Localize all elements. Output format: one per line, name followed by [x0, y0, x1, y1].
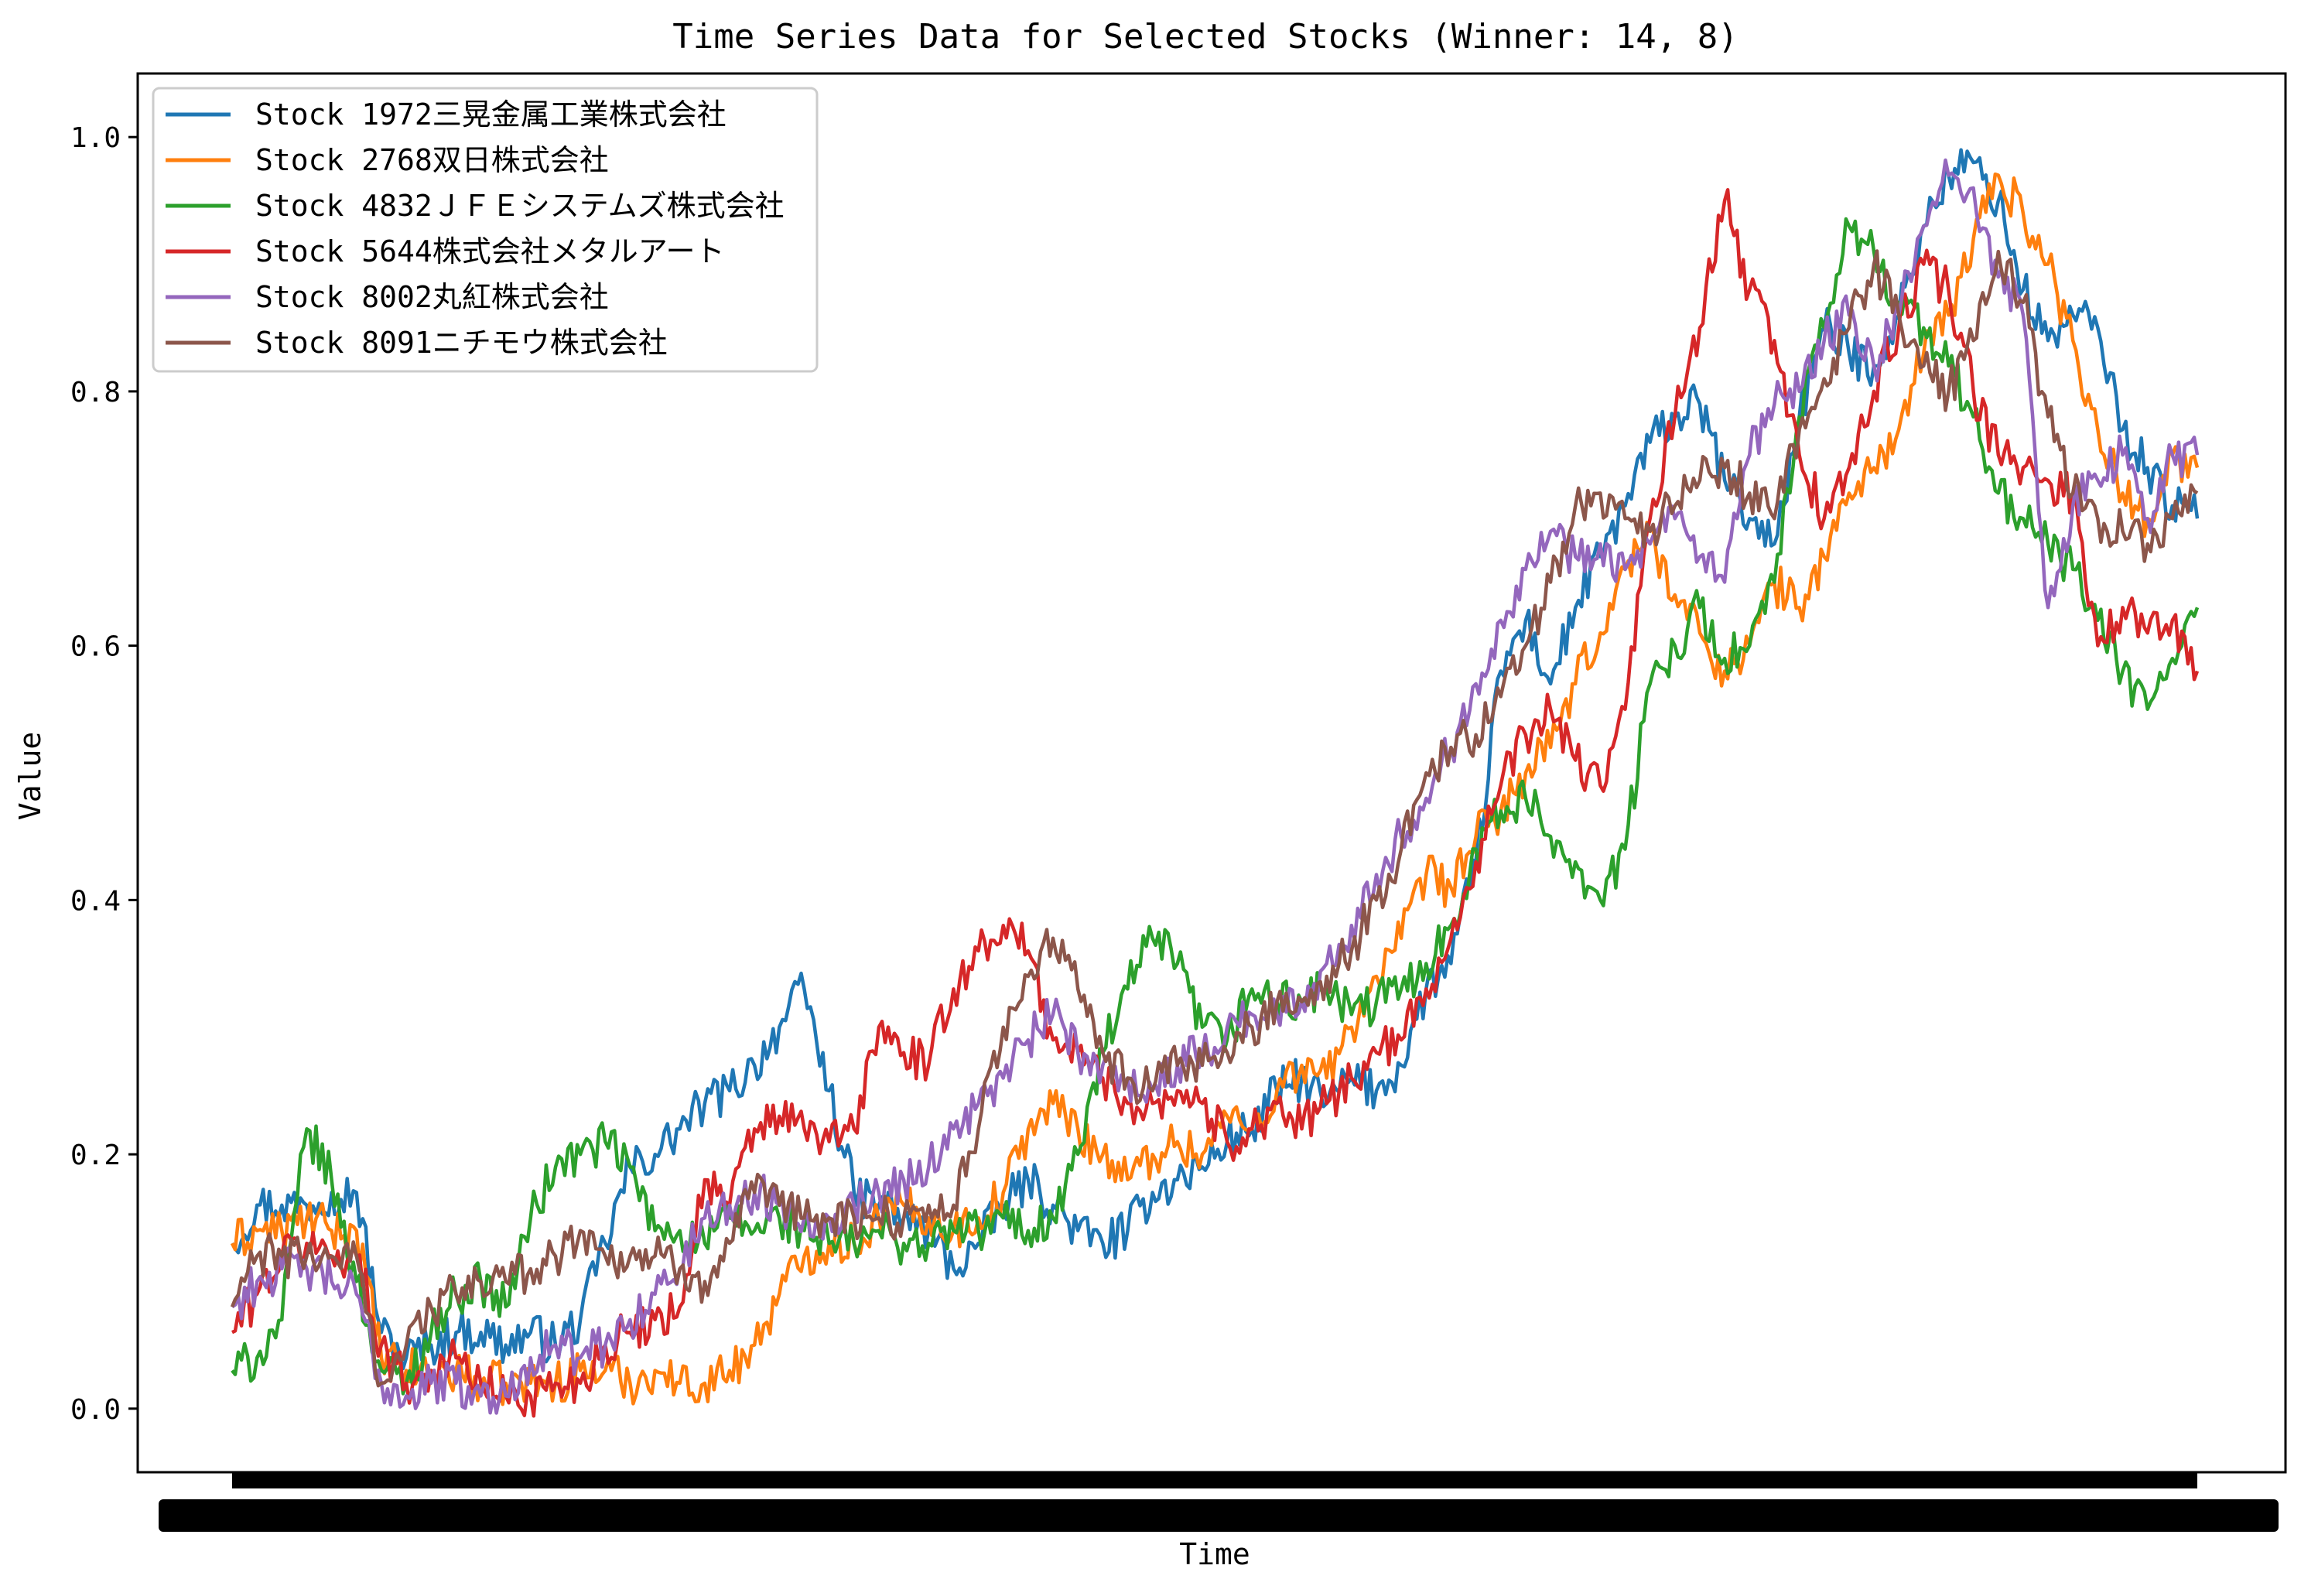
- y-tick-label: 0.8: [70, 377, 121, 408]
- legend-label-3: Stock 4832ＪＦＥシステムズ株式会社: [255, 189, 785, 223]
- legend-label-2: Stock 2768双日株式会社: [255, 143, 609, 177]
- x-tick-marks-band: [232, 1471, 2197, 1488]
- legend-label-4: Stock 5644株式会社メタルアート: [255, 234, 725, 268]
- legend-label-5: Stock 8002丸紅株式会社: [255, 280, 609, 314]
- legend-box: [152, 87, 819, 373]
- legend-label-6: Stock 8091ニチモウ株式会社: [255, 326, 668, 360]
- y-tick-label: 0.0: [70, 1394, 121, 1426]
- y-tick-label: 0.2: [70, 1140, 121, 1171]
- x-axis-label: Time: [1179, 1537, 1250, 1571]
- x-tick-labels-overlap: [159, 1499, 2279, 1532]
- y-axis-ticks: 0.0 0.2 0.4 0.6 0.8 1.0: [70, 122, 138, 1426]
- series-line-4: [231, 188, 2200, 1418]
- y-axis-label: Value: [13, 732, 47, 820]
- y-tick-label: 0.6: [70, 631, 121, 663]
- x-tick-label-band: [159, 1471, 2279, 1532]
- y-tick-label: 1.0: [70, 122, 121, 154]
- chart-title: Time Series Data for Selected Stocks (Wi…: [672, 17, 1738, 56]
- legend-label-1: Stock 1972三晃金属工業株式会社: [255, 97, 727, 132]
- series-line-3: [231, 217, 2200, 1396]
- series-lines: [230, 148, 2200, 1418]
- plot-area-frame: [136, 72, 2287, 1474]
- series-line-5: [231, 158, 2200, 1415]
- series-line-6: [230, 249, 2199, 1388]
- y-tick-label: 0.4: [70, 885, 121, 917]
- legend: Stock 1972三晃金属工業株式会社 Stock 2768双日株式会社 Stoc…: [152, 87, 819, 373]
